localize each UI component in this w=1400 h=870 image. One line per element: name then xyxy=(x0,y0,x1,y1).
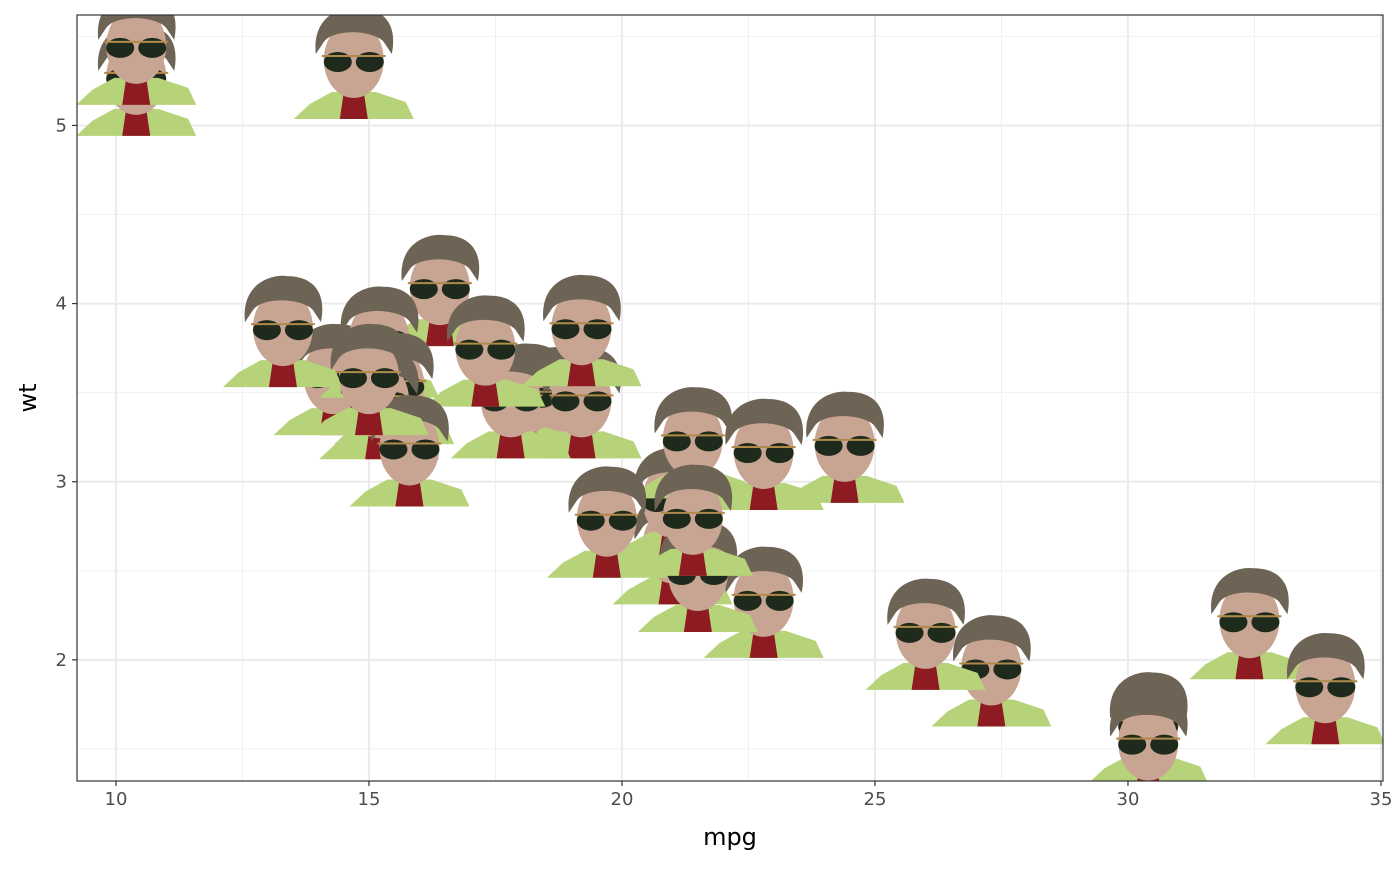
x-axis-title: mpg xyxy=(703,823,757,851)
y-axis-title: wt xyxy=(14,383,42,412)
panel-border xyxy=(76,14,1384,782)
y-tick-label: 3 xyxy=(56,472,67,493)
x-tick-label: 15 xyxy=(358,789,381,810)
y-tick-label: 2 xyxy=(56,650,67,671)
x-tick-label: 35 xyxy=(1370,789,1393,810)
panel xyxy=(77,15,1383,781)
y-tick-label: 4 xyxy=(56,294,67,315)
x-tick-label: 10 xyxy=(105,789,128,810)
y-tick-label: 5 xyxy=(56,115,67,136)
x-tick-label: 30 xyxy=(1117,789,1140,810)
x-tick-label: 25 xyxy=(864,789,887,810)
x-tick-label: 20 xyxy=(611,789,634,810)
